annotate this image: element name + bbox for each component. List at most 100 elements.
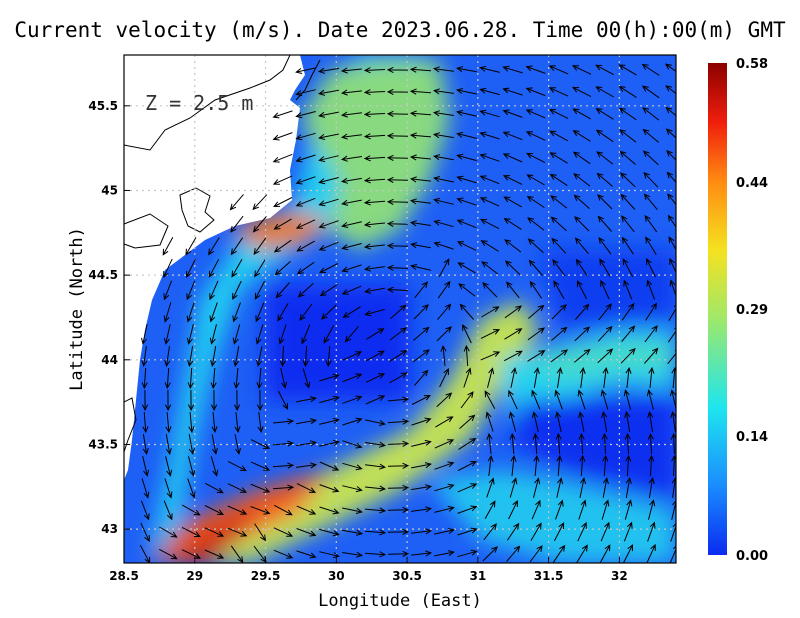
velocity-arrow — [602, 454, 609, 477]
velocity-arrow — [670, 523, 676, 542]
velocity-arrow — [278, 324, 287, 345]
velocity-arrow — [525, 65, 546, 74]
velocity-arrow — [667, 327, 676, 343]
velocity-arrow — [596, 151, 614, 165]
velocity-arrow — [641, 85, 660, 99]
velocity-arrow — [409, 198, 431, 205]
velocity-arrow — [434, 483, 455, 492]
velocity-arrow — [508, 389, 518, 410]
diagonal-jet — [150, 300, 540, 563]
velocity-arrow — [502, 175, 523, 185]
velocity-arrow — [295, 154, 316, 163]
velocity-arrow — [641, 63, 660, 76]
x-tick-label: 29 — [186, 569, 203, 583]
velocity-arrow — [320, 304, 337, 320]
velocity-arrow — [141, 389, 149, 412]
velocity-arrow — [572, 108, 591, 120]
velocity-arrow — [601, 410, 608, 432]
velocity-arrow — [272, 440, 295, 447]
colorbar-tick-label: 0.29 — [736, 303, 768, 318]
velocity-arrow — [598, 303, 612, 321]
velocity-arrow — [623, 521, 633, 542]
velocity-arrow — [295, 111, 316, 119]
velocity-arrow — [210, 389, 218, 412]
velocity-arrow — [575, 258, 588, 277]
velocity-arrow — [481, 261, 499, 275]
velocity-arrow — [509, 432, 516, 455]
velocity-arrow — [503, 217, 522, 230]
velocity-arrow — [602, 477, 609, 498]
velocity-arrow — [210, 367, 217, 390]
velocity-arrow — [456, 175, 477, 184]
velocity-arrow — [319, 283, 338, 297]
velocity-arrow — [479, 175, 500, 185]
jet-near-29.6 — [230, 212, 330, 250]
velocity-arrow — [188, 434, 195, 455]
velocity-arrow — [667, 349, 676, 365]
velocity-arrow — [548, 109, 569, 119]
velocity-arrow — [363, 155, 386, 162]
velocity-arrow — [296, 550, 317, 559]
velocity-arrow — [275, 282, 290, 299]
velocity-arrow — [295, 89, 316, 97]
velocity-arrow — [187, 367, 194, 390]
velocity-arrow — [141, 324, 148, 345]
velocity-arrow — [548, 65, 569, 75]
velocity-arrow — [597, 348, 614, 364]
velocity-arrow — [571, 65, 592, 75]
velocity-arrow — [595, 129, 614, 143]
y-axis-label: Latitude (North) — [67, 227, 87, 391]
velocity-arrow — [386, 176, 409, 183]
velocity-arrow — [646, 389, 654, 410]
velocity-arrow — [319, 484, 340, 493]
velocity-arrow — [459, 303, 474, 320]
velocity-arrow — [409, 110, 432, 117]
velocity-arrow — [232, 324, 241, 345]
velocity-arrow — [187, 389, 195, 412]
velocity-arrow — [525, 109, 546, 119]
velocity-arrow — [533, 477, 541, 498]
velocity-arrow — [319, 417, 340, 425]
velocity-vectors — [139, 63, 676, 563]
velocity-arrow — [432, 110, 454, 117]
velocity-arrow — [647, 410, 654, 432]
velocity-arrow — [485, 411, 494, 432]
coastline-delta — [179, 187, 215, 233]
velocity-arrow — [502, 65, 523, 74]
x-tick-label: 30 — [328, 569, 345, 583]
velocity-arrow — [227, 483, 248, 493]
velocity-arrow — [363, 199, 386, 206]
velocity-arrow — [579, 454, 586, 477]
velocity-arrow — [319, 506, 340, 515]
velocity-arrow — [554, 389, 563, 410]
velocity-arrow — [482, 282, 498, 298]
velocity-arrow — [621, 236, 634, 255]
velocity-arrow — [252, 194, 268, 211]
y-tick-label: 44.5 — [88, 268, 118, 282]
velocity-arrow — [457, 505, 478, 514]
velocity-arrow — [413, 326, 430, 341]
velocity-arrow — [296, 418, 318, 425]
velocity-arrow — [531, 389, 541, 410]
velocity-arrow — [502, 131, 523, 141]
velocity-arrow — [386, 88, 409, 95]
colorbar-tick-label: 0.44 — [736, 176, 768, 191]
velocity-arrow — [296, 528, 317, 537]
velocity-arrow — [526, 195, 545, 208]
coastline — [124, 55, 291, 151]
velocity-arrow — [434, 461, 455, 470]
velocity-arrow — [572, 130, 591, 142]
velocity-arrow — [504, 239, 522, 253]
velocity-arrow — [340, 177, 362, 184]
velocity-arrow — [666, 150, 676, 161]
velocity-arrow — [340, 67, 362, 74]
coastline-lagoon — [124, 213, 169, 249]
x-tick-label: 31.5 — [534, 569, 564, 583]
velocity-arrow — [250, 439, 271, 449]
velocity-arrow — [204, 549, 225, 559]
velocity-arrow — [295, 219, 316, 229]
velocity-arrow — [597, 194, 613, 210]
velocity-arrow — [510, 367, 517, 388]
velocity-arrow — [163, 302, 172, 323]
velocity-arrow — [256, 346, 263, 367]
